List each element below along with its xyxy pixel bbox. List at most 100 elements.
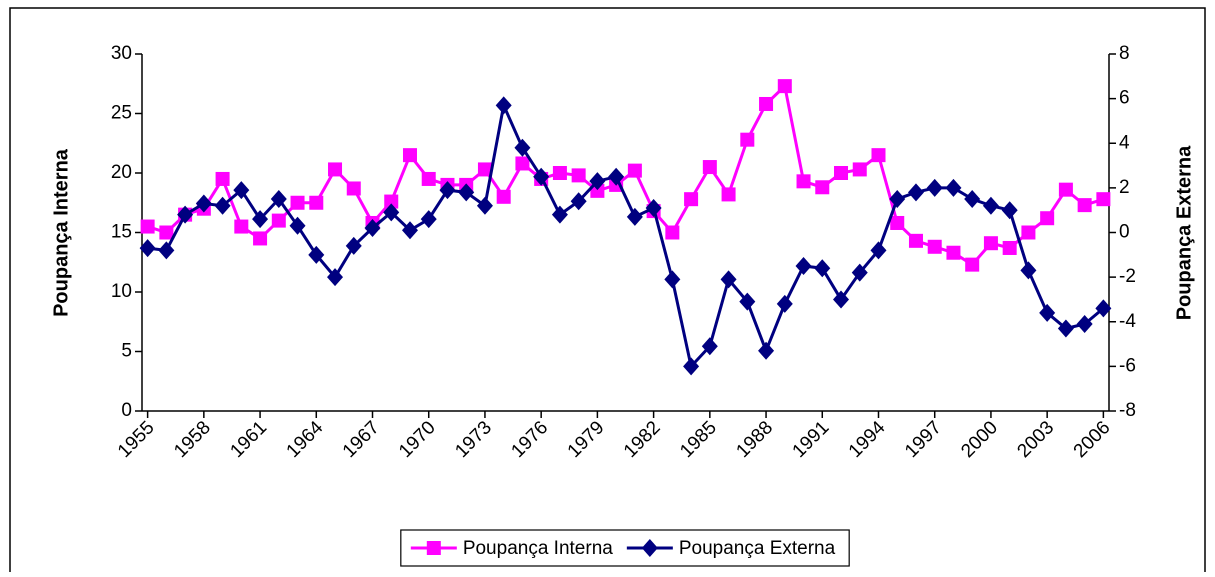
- y-tick-label: 5: [121, 341, 132, 362]
- marker: [383, 203, 400, 222]
- marker: [476, 196, 493, 215]
- y2-tick-label: 0: [1119, 222, 1130, 243]
- marker: [552, 166, 567, 180]
- marker: [701, 337, 718, 356]
- marker: [159, 225, 174, 240]
- marker: [270, 190, 287, 209]
- marker: [1001, 201, 1018, 220]
- marker: [253, 231, 268, 246]
- marker: [739, 292, 756, 311]
- marker: [815, 180, 830, 195]
- marker: [402, 148, 417, 163]
- marker: [290, 195, 305, 210]
- marker: [346, 181, 361, 196]
- marker: [665, 225, 680, 240]
- marker: [458, 183, 475, 202]
- y2-tick-label: 8: [1119, 43, 1130, 64]
- marker: [139, 239, 156, 258]
- y2-tick-label: 2: [1119, 177, 1130, 198]
- marker: [795, 256, 812, 275]
- marker: [926, 178, 943, 197]
- marker: [289, 216, 306, 235]
- marker: [214, 196, 231, 215]
- marker: [833, 290, 850, 309]
- marker: [777, 79, 792, 94]
- marker: [907, 183, 924, 202]
- marker: [927, 239, 942, 254]
- marker: [758, 341, 775, 360]
- y-tick-label: 15: [111, 222, 132, 243]
- marker: [570, 192, 587, 211]
- marker: [195, 194, 212, 213]
- marker: [496, 189, 511, 204]
- marker: [1002, 240, 1017, 255]
- marker: [964, 190, 981, 209]
- y-tick-label: 10: [111, 281, 132, 302]
- marker: [683, 357, 700, 376]
- marker: [589, 172, 606, 191]
- marker: [252, 210, 269, 229]
- marker: [982, 196, 999, 215]
- legend-marker: [641, 539, 658, 557]
- marker: [627, 163, 642, 178]
- marker: [495, 96, 512, 115]
- marker: [158, 241, 175, 260]
- marker: [234, 219, 249, 234]
- marker: [328, 162, 343, 177]
- marker: [439, 181, 456, 200]
- marker: [233, 181, 250, 200]
- marker: [684, 192, 699, 207]
- marker: [477, 162, 492, 177]
- marker: [721, 187, 736, 202]
- legend-label: Poupança Externa: [679, 538, 836, 559]
- marker: [571, 168, 586, 183]
- marker: [215, 171, 230, 186]
- marker: [871, 148, 886, 163]
- marker: [533, 167, 550, 186]
- legend-marker: [426, 541, 441, 555]
- marker: [908, 233, 923, 248]
- y-tick-label: 25: [111, 103, 132, 124]
- marker: [345, 236, 362, 255]
- y2-tick-label: -2: [1119, 266, 1136, 287]
- marker: [852, 162, 867, 177]
- marker: [890, 215, 905, 230]
- marker: [271, 213, 286, 228]
- marker: [965, 257, 980, 272]
- marker: [945, 178, 962, 197]
- y-tick-label: 0: [121, 400, 132, 421]
- marker: [759, 96, 774, 111]
- marker: [1058, 182, 1073, 197]
- marker: [177, 205, 194, 224]
- marker: [1040, 211, 1055, 226]
- marker: [870, 241, 887, 260]
- marker: [645, 198, 662, 217]
- marker: [140, 219, 155, 234]
- chart-border: [9, 7, 1206, 577]
- marker: [720, 270, 737, 289]
- series-line: [147, 100, 1105, 370]
- marker: [626, 207, 643, 226]
- marker: [420, 210, 437, 229]
- marker: [1077, 198, 1092, 213]
- marker: [551, 205, 568, 224]
- marker: [1076, 314, 1093, 333]
- marker: [702, 160, 717, 175]
- y-axis-title: Poupança Interna: [50, 148, 72, 317]
- marker: [1095, 299, 1112, 318]
- marker: [814, 259, 831, 278]
- marker: [384, 194, 399, 209]
- y2-tick-label: -8: [1119, 400, 1136, 421]
- marker: [515, 156, 530, 171]
- marker: [1096, 192, 1111, 207]
- y2-axis-title: Poupança Externa: [1173, 145, 1195, 320]
- marker: [590, 183, 605, 198]
- marker: [1021, 225, 1036, 240]
- marker: [327, 268, 344, 287]
- y2-tick-label: 4: [1119, 132, 1130, 153]
- y2-tick-label: -4: [1119, 311, 1136, 332]
- marker: [401, 221, 418, 240]
- marker: [851, 263, 868, 282]
- marker: [308, 245, 325, 264]
